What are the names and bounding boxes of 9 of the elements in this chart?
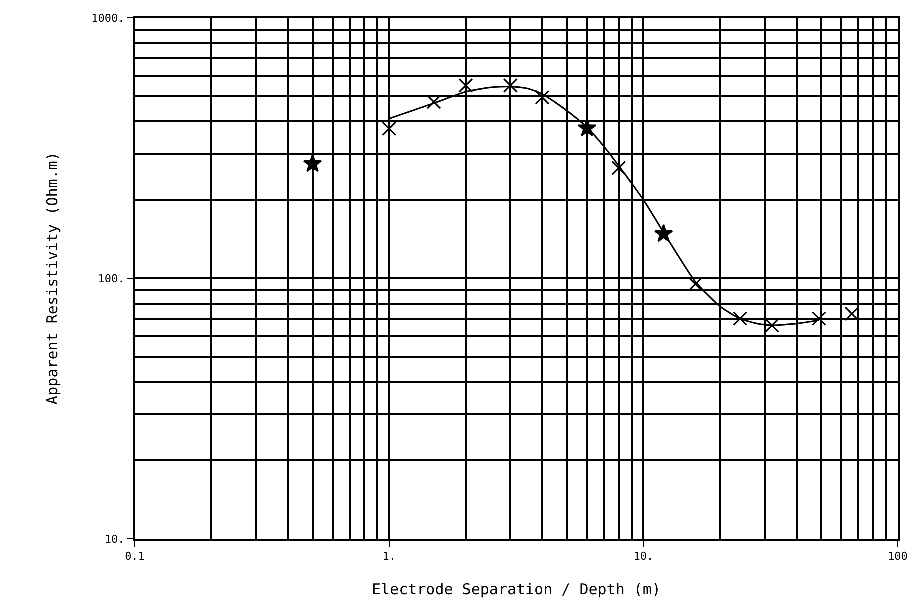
- x-tick-label: 1.: [382, 550, 396, 564]
- x-tick-label: 0.1: [125, 550, 145, 564]
- y-tick-label: 100.: [98, 272, 125, 286]
- x-tick-label: 10.: [634, 550, 654, 564]
- y-tick-label: 10.: [104, 532, 125, 546]
- x-tick-label: 100: [888, 550, 908, 564]
- y-axis-title: Apparent Resistivity (Ohm.m): [43, 152, 62, 405]
- y-tick-label: 1000.: [92, 12, 125, 25]
- x-axis-title: Electrode Separation / Depth (m): [372, 580, 661, 599]
